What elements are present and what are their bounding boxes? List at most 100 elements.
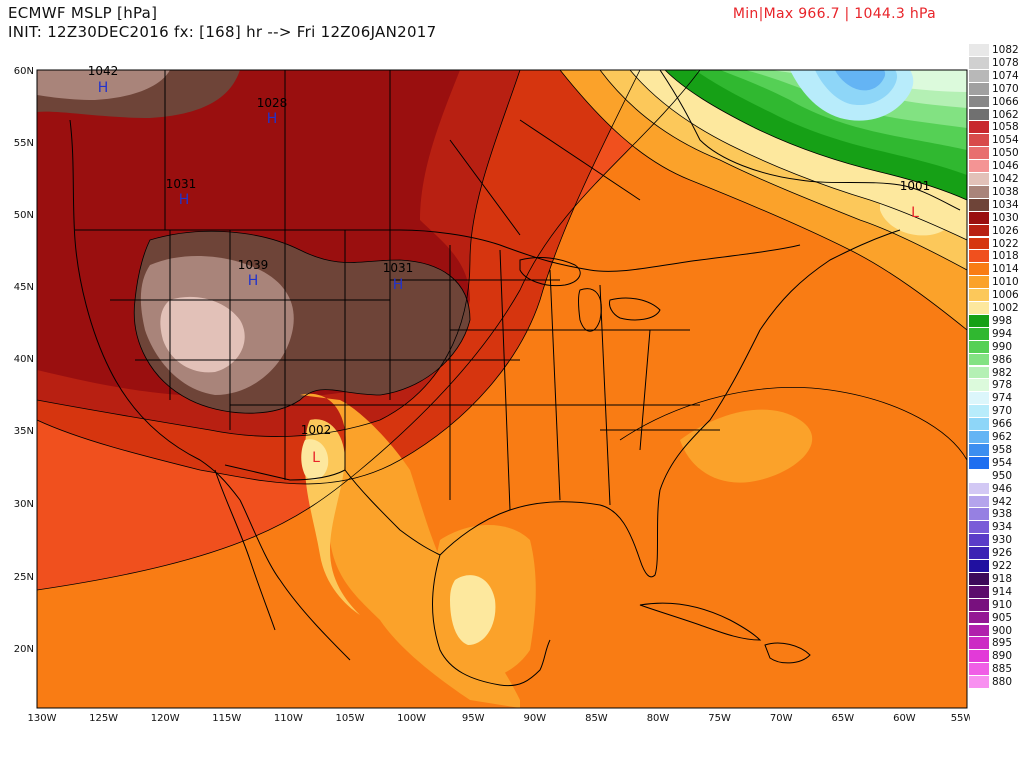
legend-swatch <box>969 211 989 225</box>
legend-entry: 946 <box>969 482 1019 496</box>
legend-label: 895 <box>992 637 1013 650</box>
isobar-line <box>629 70 967 241</box>
legend-swatch <box>969 314 989 328</box>
legend-label: 1066 <box>992 95 1019 108</box>
legend-entry: 942 <box>969 495 1019 509</box>
longitude-label: 125W <box>89 713 118 724</box>
high-pressure-symbol: H <box>248 273 259 289</box>
legend-label: 880 <box>992 676 1013 689</box>
legend-swatch <box>969 250 989 264</box>
pressure-center-value: 1039 <box>238 258 269 272</box>
legend-swatch <box>969 134 989 148</box>
legend-label: 966 <box>992 418 1013 431</box>
legend-entry: 990 <box>969 340 1019 354</box>
legend-label: 1062 <box>992 108 1019 121</box>
legend-swatch <box>969 443 989 457</box>
legend-swatch <box>969 302 989 315</box>
legend-entry: 930 <box>969 534 1019 548</box>
init-forecast-line: INIT: 12Z30DEC2016 fx: [168] hr --> Fri … <box>8 23 437 41</box>
legend-entry: 1042 <box>969 173 1019 186</box>
legend-swatch <box>969 495 989 509</box>
legend-label: 934 <box>992 521 1013 534</box>
legend-entry: 1074 <box>969 69 1019 83</box>
longitude-label: 105W <box>336 713 365 724</box>
pressure-center-value: 1031 <box>383 261 414 275</box>
legend-entry: 1030 <box>969 211 1019 225</box>
legend-entry: 1002 <box>969 302 1019 315</box>
legend-entry: 1010 <box>969 276 1019 290</box>
legend-swatch <box>969 392 989 406</box>
legend-entry: 910 <box>969 598 1019 612</box>
field-1014-atlantic <box>560 387 967 708</box>
legend-label: 1050 <box>992 147 1019 160</box>
legend-entry: 895 <box>969 637 1019 651</box>
field-1002-canada-low <box>880 190 954 236</box>
low-pressure-symbol: L <box>312 450 320 466</box>
legend-swatch <box>969 44 989 57</box>
latitude-label: 25N <box>14 572 34 583</box>
legend-swatch <box>969 456 989 470</box>
legend-label: 946 <box>992 482 1013 495</box>
plot-frame <box>36 69 968 709</box>
legend-entry: 905 <box>969 611 1019 625</box>
legend-swatch <box>969 547 989 560</box>
west-coastline <box>69 119 351 661</box>
legend-label: 938 <box>992 508 1013 521</box>
legend-entry: 1082 <box>969 44 1019 57</box>
isobar-line <box>619 387 967 461</box>
longitude-label: 130W <box>28 713 57 724</box>
legend-label: 890 <box>992 650 1013 663</box>
legend-label: 974 <box>992 392 1013 405</box>
legend-label: 1042 <box>992 173 1019 185</box>
legend-label: 1030 <box>992 211 1019 224</box>
high-pressure-symbol: H <box>393 277 404 293</box>
legend-swatch <box>969 121 989 135</box>
legend-entry: 1006 <box>969 289 1019 302</box>
legend-swatch <box>969 521 989 535</box>
legend-swatch <box>969 263 989 277</box>
latitude-label: 35N <box>14 426 34 437</box>
legend-swatch <box>969 82 989 96</box>
legend-label: 1022 <box>992 237 1019 250</box>
field-1038-nw <box>37 70 170 100</box>
legend-label: 1002 <box>992 302 1019 314</box>
latitude-label: 20N <box>14 644 34 655</box>
legend-swatch <box>969 560 989 573</box>
legend-swatch <box>969 95 989 109</box>
longitude-label: 65W <box>831 713 854 724</box>
chart-title: ECMWF MSLP [hPa] <box>8 4 158 22</box>
legend-label: 1070 <box>992 82 1019 95</box>
legend-label: 1058 <box>992 121 1019 134</box>
longitude-label: 120W <box>151 713 180 724</box>
state-border <box>549 269 561 501</box>
legend-entry: 1046 <box>969 160 1019 173</box>
legend-swatch <box>969 147 989 161</box>
latitude-label: 60N <box>14 66 34 77</box>
legend-entry: 962 <box>969 431 1019 444</box>
legend-swatch <box>969 353 989 367</box>
legend-swatch <box>969 676 989 689</box>
canada-coastline <box>659 70 961 211</box>
legend-swatch <box>969 431 989 444</box>
latitude-label: 45N <box>14 282 34 293</box>
legend-label: 1014 <box>992 263 1019 276</box>
longitude-label: 55W <box>951 713 970 724</box>
legend-label: 958 <box>992 443 1013 456</box>
isobar-line <box>599 70 967 271</box>
legend-label: 1018 <box>992 250 1019 263</box>
legend-label: 900 <box>992 624 1013 637</box>
high-pressure-symbol: H <box>179 192 190 208</box>
legend-entry: 1018 <box>969 250 1019 264</box>
longitude-label: 80W <box>647 713 670 724</box>
legend-swatch <box>969 611 989 625</box>
isobars <box>37 70 967 591</box>
pressure-center-value: 1002 <box>301 423 332 437</box>
field-962-ne <box>835 70 886 91</box>
legend-label: 978 <box>992 379 1013 392</box>
legend-label: 918 <box>992 572 1013 585</box>
legend-entry: 934 <box>969 521 1019 535</box>
legend-label: 998 <box>992 314 1013 327</box>
legend-swatch <box>969 637 989 651</box>
legend-label: 1074 <box>992 69 1019 82</box>
state-border <box>499 249 511 511</box>
